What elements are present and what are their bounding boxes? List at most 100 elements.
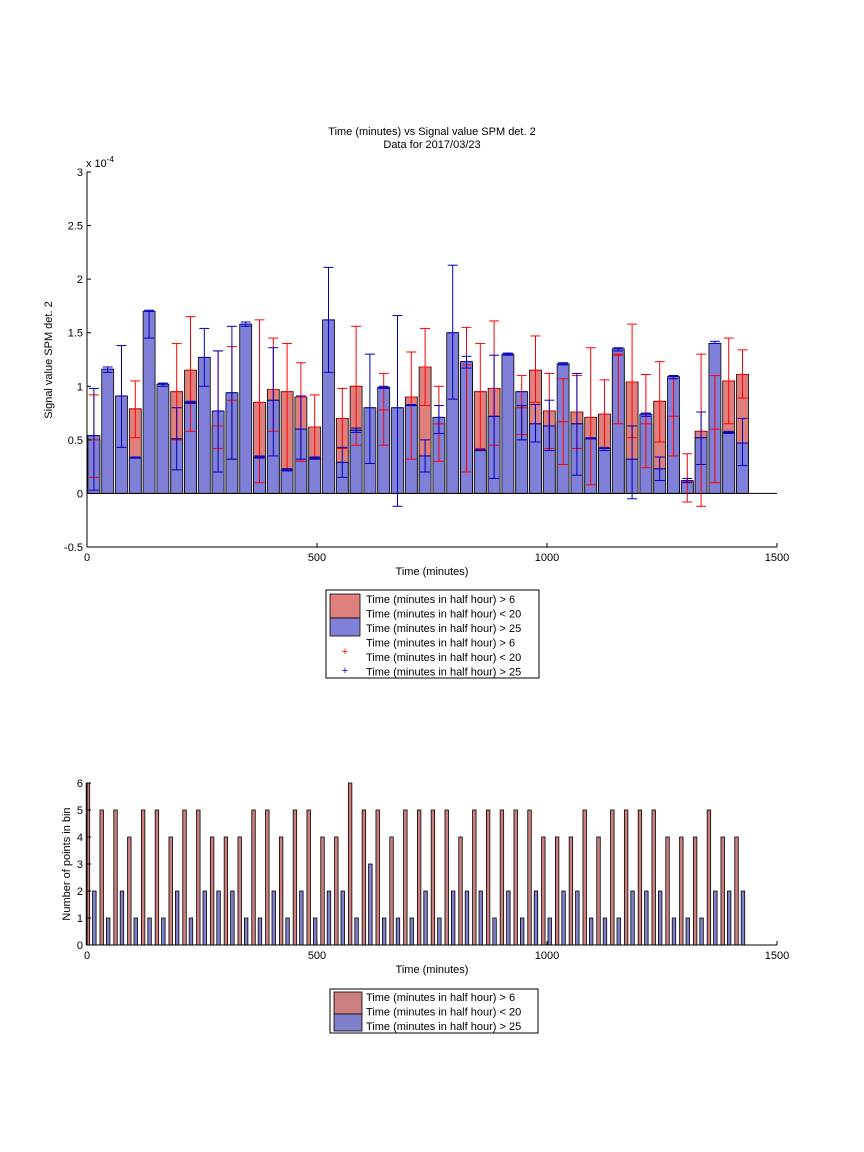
blue-count-bar [437, 917, 442, 946]
legend-entry: Time (minutes in half hour) < 20 [366, 652, 521, 664]
x-tick-label: 500 [308, 552, 326, 564]
blue-bar [598, 448, 611, 494]
x-tick-label: 1500 [765, 950, 789, 962]
blue-count-bar [699, 917, 704, 946]
red-count-bar [637, 809, 643, 946]
blue-count-bar [685, 917, 690, 946]
y-tick-label: 6 [77, 778, 83, 790]
red-count-bar [720, 836, 725, 946]
y-tick-label: 1 [77, 381, 83, 393]
blue-count-bar [175, 890, 180, 946]
blue-count-bar [547, 917, 552, 946]
y-tick-label: 3 [77, 167, 83, 179]
blue-count-bar [133, 917, 138, 946]
y-tick-label: 0.5 [68, 435, 83, 447]
legend-marker-blue: + [342, 665, 348, 677]
signal-chart: Time (minutes) vs Signal value SPM det. … [43, 126, 789, 679]
blue-count-bar [216, 890, 221, 946]
blue-bar [280, 469, 294, 494]
blue-count-bar [589, 917, 594, 946]
blue-count-bar [602, 917, 608, 946]
x-tick-label: 0 [84, 950, 90, 962]
blue-count-bar [354, 917, 359, 946]
legend-frame [325, 589, 540, 679]
y-tick-label: 5 [77, 805, 83, 817]
legend-entry: Time (minutes in half hour) < 20 [366, 609, 521, 621]
red-count-bar [375, 809, 380, 946]
blue-count-bar [575, 890, 580, 946]
red-count-bar [403, 809, 408, 946]
red-count-bar [472, 809, 477, 946]
red-count-bar [610, 809, 615, 946]
red-count-bar [679, 836, 684, 946]
legend-swatch-blue [333, 1013, 363, 1032]
blue-count-bar [451, 890, 456, 946]
red-count-bar [485, 809, 491, 946]
legend-swatch-red [329, 593, 361, 619]
legend-frame [329, 988, 539, 1034]
x-tick-label: 1500 [765, 552, 789, 564]
y-tick-label: 0 [77, 488, 83, 500]
blue-bar [101, 368, 115, 494]
red-count-bar [527, 809, 532, 946]
x-axis-label: Time (minutes) [396, 964, 469, 976]
blue-count-bar [161, 917, 166, 946]
chart-subtitle: Data for 2017/03/23 [383, 139, 480, 151]
red-count-bar [458, 836, 463, 946]
red-count-bar [168, 836, 173, 946]
legend-marker-red: + [342, 646, 348, 658]
blue-count-bar [671, 917, 677, 946]
y-axis-label: Number of points in bin [61, 807, 73, 920]
y-tick-label: 2.5 [68, 221, 83, 233]
blue-count-bar [395, 917, 401, 946]
red-count-bar [554, 836, 560, 946]
legend-entry: Time (minutes in half hour) > 6 [366, 992, 515, 1004]
blue-count-bar [106, 917, 111, 946]
signal-legend: + + Time (minutes in half hour) > 6 Time (m… [325, 589, 540, 679]
blue-count-bar [326, 890, 332, 946]
legend-entry: Time (minutes in half hour) > 25 [366, 623, 521, 635]
red-count-bar [734, 836, 739, 946]
red-count-bar [251, 809, 256, 946]
count-chart: 0 500 1000 1500 0 1 2 3 4 5 6 Time (minutes) Numbe… [61, 778, 789, 1034]
legend-entry: Time (minutes in half hour) > 6 [366, 638, 515, 650]
red-count-bar [265, 809, 270, 946]
legend-entry: Time (minutes in half hour) < 20 [366, 1007, 521, 1019]
red-count-bar [99, 809, 104, 946]
blue-count-bar [368, 863, 373, 946]
legend-entry: Time (minutes in half hour) > 25 [366, 1021, 521, 1033]
y-tick-label: 4 [77, 832, 83, 844]
blue-count-bar [271, 890, 276, 946]
y-tick-label: 0 [77, 940, 83, 952]
legend-swatch-red [333, 991, 363, 1015]
blue-count-bar [506, 890, 511, 946]
blue-bar [142, 310, 156, 494]
x-tick-label: 500 [308, 950, 326, 962]
legend-entry: Time (minutes in half hour) > 25 [366, 667, 521, 679]
blue-count-bar [713, 890, 718, 946]
red-count-bar [209, 836, 215, 946]
exponent-label: x 10-4 [86, 155, 114, 170]
red-count-bar [154, 809, 160, 946]
red-count-bar [651, 809, 656, 946]
red-count-bar [389, 836, 394, 946]
x-tick-label: 1000 [535, 552, 559, 564]
red-count-bar [320, 836, 325, 946]
legend-swatch-blue [329, 617, 361, 637]
count-plot-area: 0 500 1000 1500 0 1 2 3 4 5 6 [77, 778, 789, 962]
red-count-bar [292, 809, 298, 946]
red-count-bar [347, 782, 353, 946]
blue-count-bar [119, 890, 125, 946]
blue-count-bar [244, 917, 249, 946]
y-tick-label: 1.5 [68, 328, 83, 340]
red-count-bar [416, 809, 422, 946]
blue-count-bar [313, 917, 318, 946]
blue-bar [473, 450, 487, 494]
y-tick-label: 2 [77, 886, 83, 898]
blue-bar [501, 353, 515, 494]
red-count-bar [596, 836, 601, 946]
blue-count-bar [285, 917, 290, 946]
red-count-bar [430, 809, 436, 946]
blue-count-bar [464, 890, 470, 946]
red-count-bar [541, 836, 546, 946]
